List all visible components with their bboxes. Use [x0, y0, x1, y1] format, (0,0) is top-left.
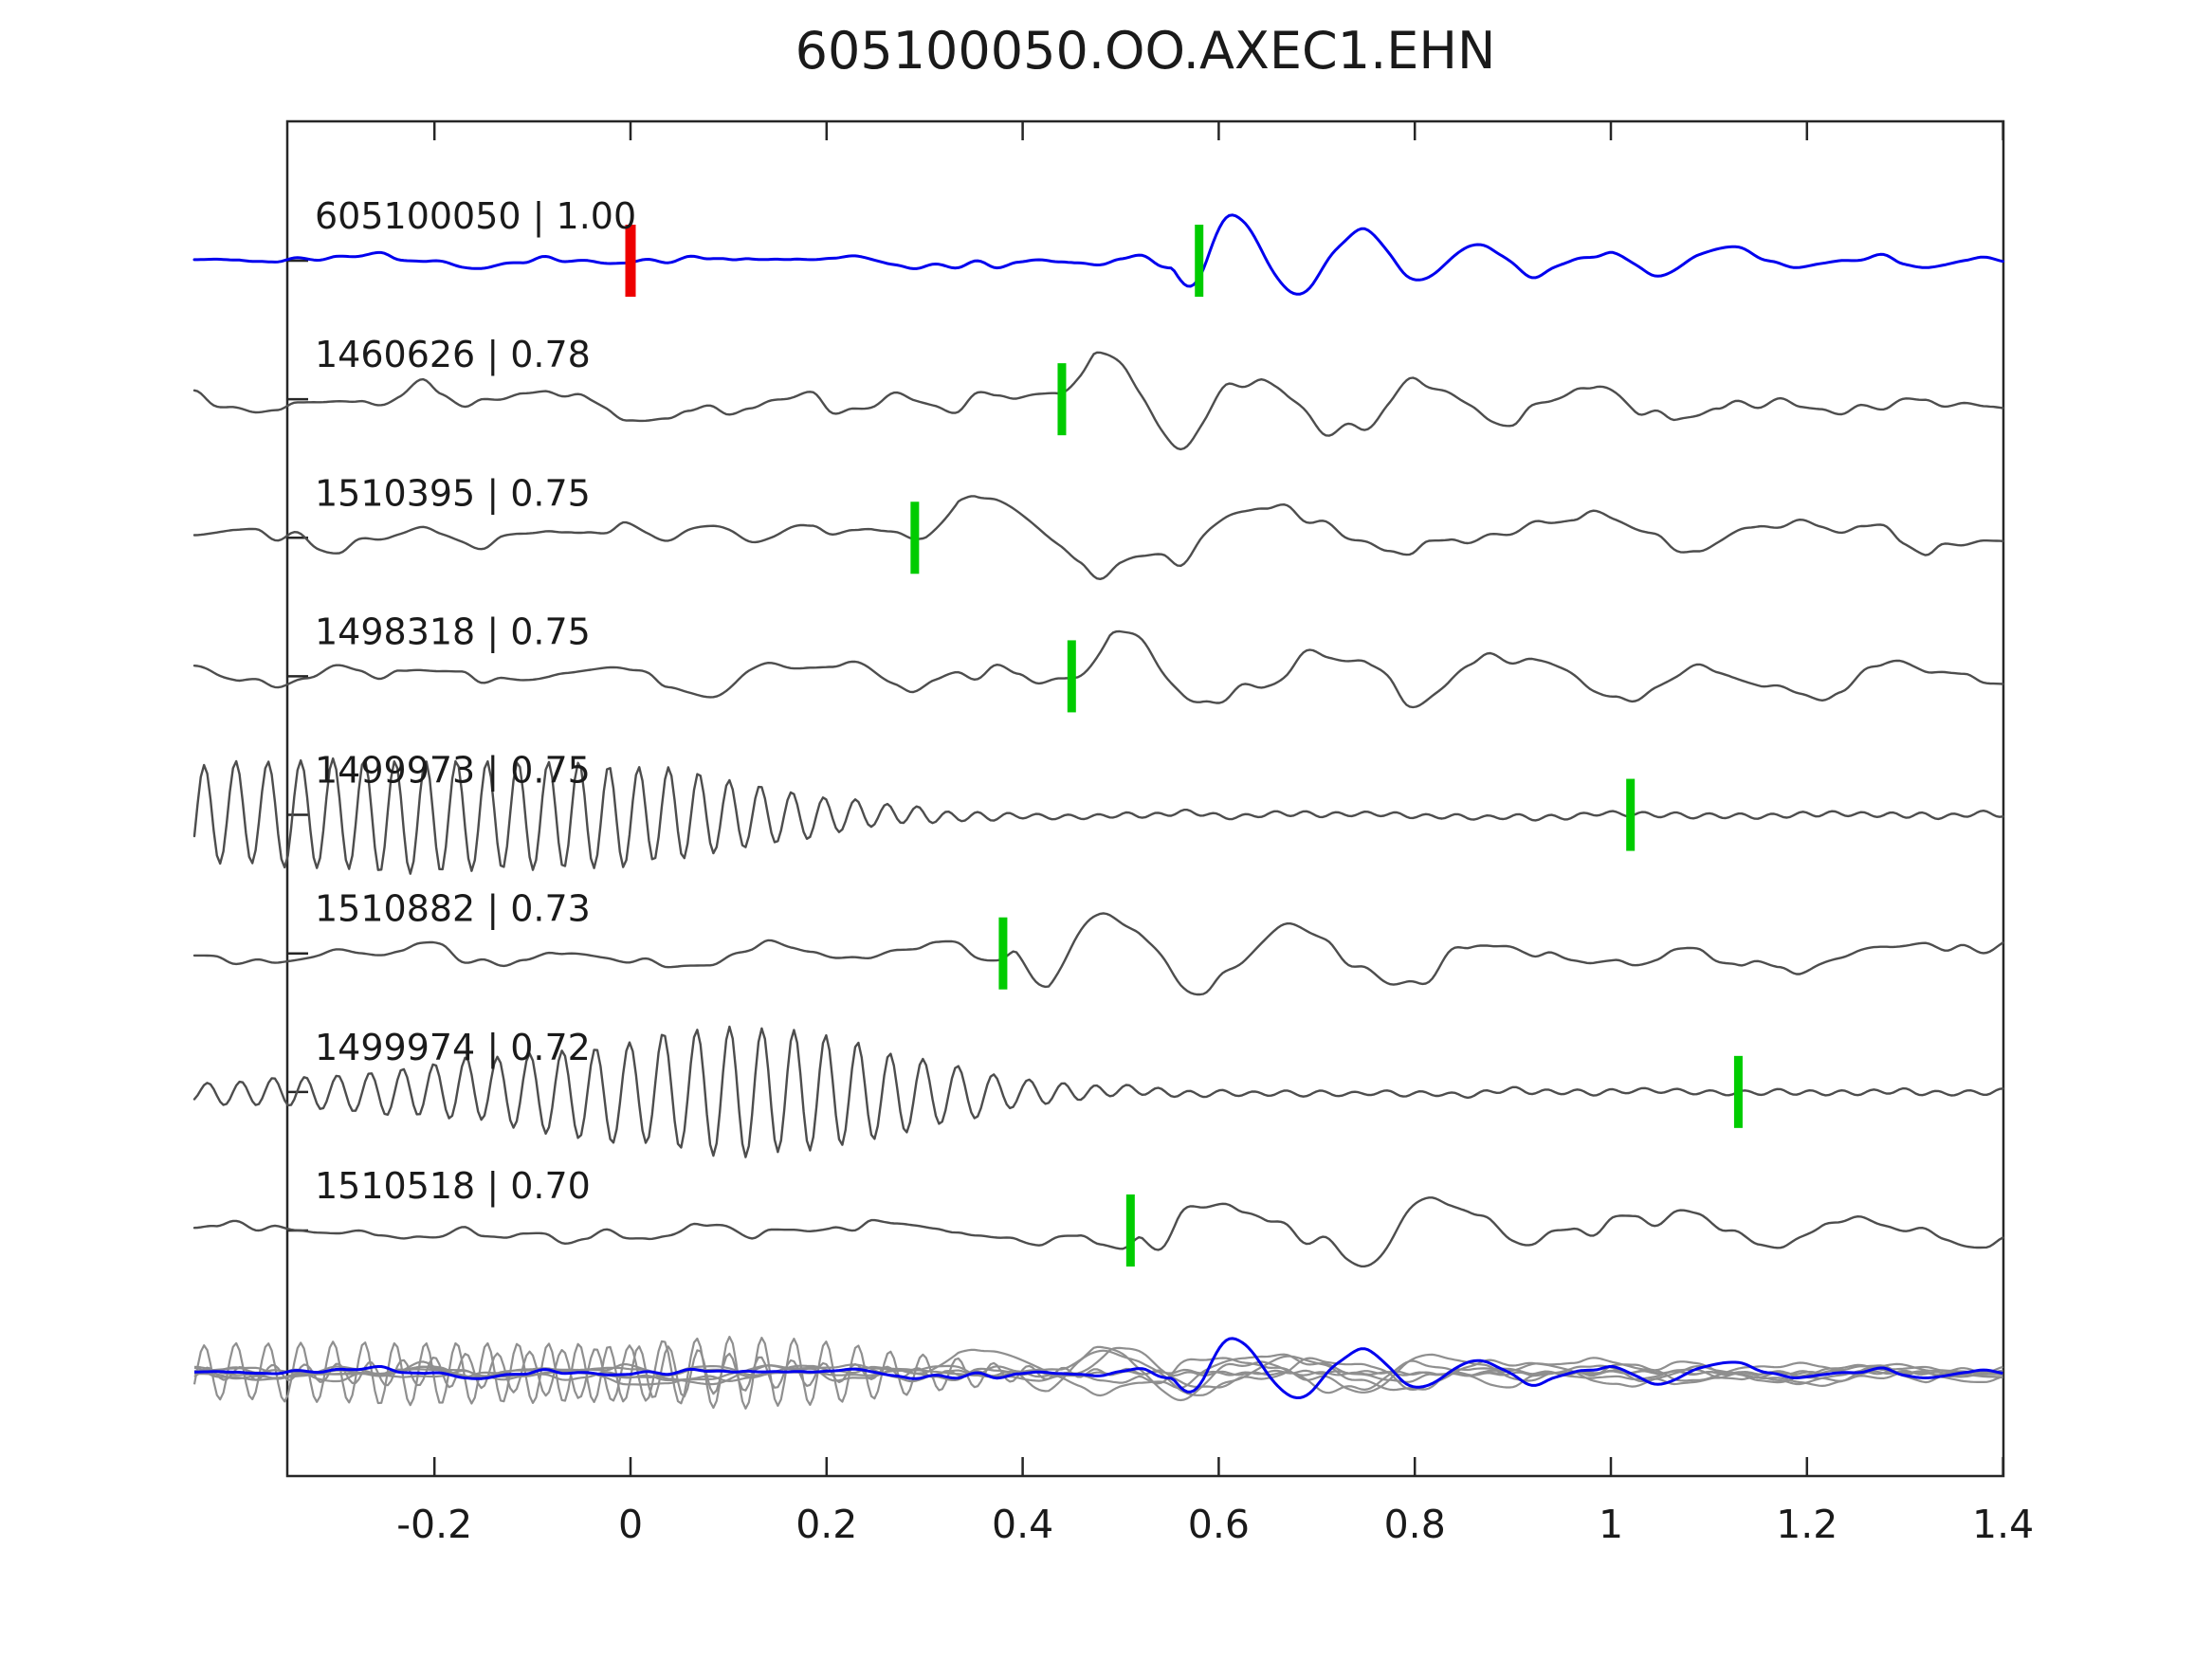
pick-marker-green [1067, 640, 1076, 713]
plot-border [285, 119, 2005, 1478]
trace-label: 605100050 | 1.00 [315, 195, 636, 238]
pick-marker-green [1125, 1194, 1135, 1267]
x-tick-label: 0.2 [795, 1502, 857, 1547]
trace-waveform-1499974 [192, 1025, 2004, 1158]
pick-marker-green [1195, 225, 1204, 297]
template-marker-red [625, 225, 636, 297]
pick-marker-green [998, 917, 1008, 990]
pick-marker-green [1057, 363, 1067, 436]
trace-waveform-1510518 [192, 1196, 2004, 1267]
x-tick-label: 1 [1599, 1502, 1623, 1547]
trace-label: 1510882 | 0.73 [315, 888, 591, 931]
x-tick-label: 0.8 [1384, 1502, 1446, 1547]
x-tick-label: -0.2 [396, 1502, 472, 1547]
trace-label: 1499974 | 0.72 [315, 1027, 591, 1069]
pick-marker-green [1626, 778, 1636, 851]
plot-content: -0.2 0 0.2 0.4 0.6 0.8 1 1.2 1.4 605100050 | 1.00… [192, 119, 2034, 1547]
trace-label: 1499973 | 0.75 [315, 750, 591, 793]
overlay-waveform-1510882 [194, 1349, 2003, 1396]
overlay-waveform-template [194, 1337, 2003, 1399]
figure-title: 605100050.OO.AXEC1.EHN [795, 21, 1496, 81]
x-tick-label: 1.2 [1776, 1502, 1837, 1547]
trace-waveform-1510395 [192, 495, 2004, 580]
trace-label: 1498318 | 0.75 [315, 611, 591, 653]
trace-waveform-1499973 [192, 757, 2004, 875]
x-tick-label: 0.6 [1188, 1502, 1250, 1547]
x-tick-label: 0 [618, 1502, 643, 1547]
pick-marker-green [910, 501, 920, 574]
x-tick-label: 1.4 [1972, 1502, 2034, 1547]
overlay-waveform-1499974 [193, 1336, 2003, 1410]
trace-label: 1510518 | 0.70 [315, 1165, 591, 1208]
pick-marker-green [1733, 1055, 1743, 1128]
trace-waveform-1498318 [192, 629, 2004, 709]
trace-waveform-605100050 [192, 213, 2004, 296]
trace-waveform-1460626 [192, 351, 2004, 451]
trace-waveform-1510882 [192, 912, 2004, 996]
trace-label: 1510395 | 0.75 [315, 472, 591, 515]
x-tick-label: 0.4 [992, 1502, 1053, 1547]
trace-label: 1460626 | 0.78 [315, 334, 591, 376]
